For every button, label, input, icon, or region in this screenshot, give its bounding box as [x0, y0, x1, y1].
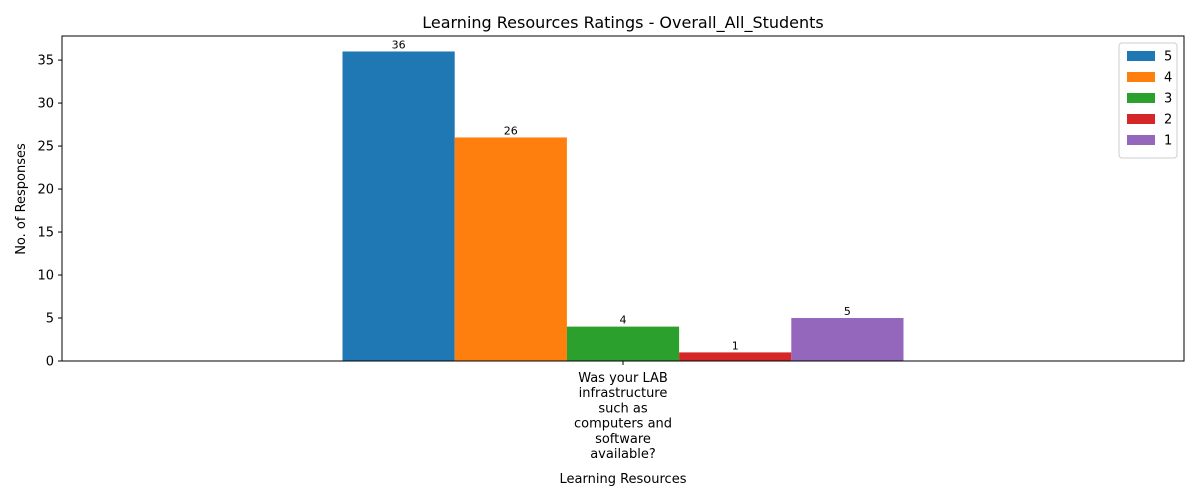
bar-rating-5 — [342, 51, 455, 361]
bar-value-label: 5 — [844, 305, 851, 318]
bar-value-label: 1 — [732, 339, 739, 352]
legend-swatch — [1127, 51, 1155, 61]
y-tick-label: 35 — [37, 54, 54, 69]
plot-area: 36 26 4 1 5 — [342, 38, 904, 361]
bar-value-label: 36 — [392, 38, 406, 51]
legend-label: 3 — [1164, 92, 1172, 107]
y-tick-label: 20 — [37, 183, 54, 198]
bar-rating-3 — [566, 326, 680, 361]
legend: 5 4 3 2 1 — [1118, 42, 1178, 159]
y-tick-label: 30 — [37, 97, 54, 112]
y-tick-label: 10 — [37, 269, 54, 284]
bar-rating-1 — [791, 318, 904, 361]
plot-frame — [61, 35, 1185, 362]
x-axis: Was your LAB infrastructure such as compute… — [574, 361, 672, 462]
y-tick-label: 15 — [37, 226, 54, 241]
legend-label: 2 — [1164, 113, 1172, 128]
legend-label: 4 — [1164, 71, 1172, 86]
legend-label: 5 — [1164, 50, 1172, 65]
y-axis: 0 5 10 15 20 25 30 35 — [37, 54, 62, 370]
x-axis-label: Learning Resources — [560, 472, 687, 487]
legend-swatch — [1127, 93, 1155, 103]
y-tick-label: 0 — [46, 355, 54, 370]
legend-swatch — [1127, 135, 1155, 145]
y-tick-label: 5 — [46, 312, 54, 327]
legend-swatch — [1127, 72, 1155, 82]
y-axis-label: No. of Responses — [14, 143, 29, 255]
x-tick-label: Was your LAB infrastructure such as compute… — [574, 371, 672, 462]
bar-rating-4 — [454, 137, 567, 361]
chart-title: Learning Resources Ratings - Overall_All… — [422, 13, 824, 33]
legend-swatch — [1127, 114, 1155, 124]
y-tick-label: 25 — [37, 140, 54, 155]
legend-label: 1 — [1164, 134, 1172, 149]
bar-value-label: 26 — [504, 124, 518, 137]
bar-value-label: 4 — [620, 314, 627, 327]
bar-rating-2 — [679, 352, 792, 361]
